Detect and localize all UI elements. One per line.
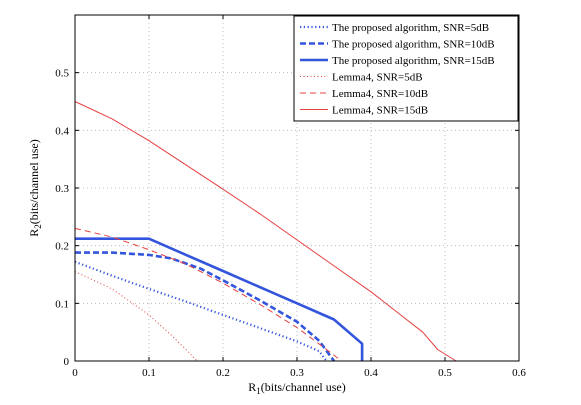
legend-label-2: The proposed algorithm, SNR=10dB (332, 39, 495, 51)
y-tick-label: 0.3 (55, 183, 69, 195)
legend-label-1: The proposed algorithm, SNR=5dB (332, 22, 489, 34)
x-tick-label: 0.4 (364, 367, 378, 379)
y-tick-label: 0.2 (55, 241, 69, 253)
series-line-2 (75, 251, 336, 362)
ticks: 0 0.1 0.2 0.3 0.4 0.5 0.6 0 0.1 0.2 0.3 0.4 0.5 (55, 15, 526, 379)
y-tick-label: 0.1 (55, 298, 69, 310)
legend-label-6: Lemma4, SNR=15dB (332, 105, 428, 117)
x-tick-label: 0.5 (438, 367, 452, 379)
series-line-6 (74, 101, 457, 362)
x-axis-label-subscript: 1 (256, 386, 261, 396)
y-tick-label: 0.5 (55, 68, 69, 80)
y-tick-label: 0 (64, 356, 70, 368)
legend-box (293, 15, 519, 122)
x-axis-label: R1(bits/channel use) (248, 380, 346, 396)
series-line-3 (75, 237, 364, 361)
x-tick-label: 0.3 (290, 367, 304, 379)
legend-label-4: Lemma4, SNR=5dB (332, 72, 423, 84)
x-tick-label: 0.1 (142, 367, 156, 379)
x-axis-label-main: R (248, 380, 256, 394)
y-axis-label-unit: (bits/channel use) (27, 139, 41, 224)
x-axis-label-unit: (bits/channel use) (261, 380, 346, 394)
series-line-5 (74, 227, 342, 362)
legend: The proposed algorithm, SNR=5dB The propo… (293, 15, 519, 122)
legend-label-3: The proposed algorithm, SNR=15dB (332, 55, 495, 67)
series-layer (74, 101, 457, 362)
y-tick-label: 0.4 (55, 125, 69, 137)
y-axis-label-subscript: 2 (33, 224, 43, 229)
y-axis-label: R2(bits/channel use) (27, 139, 43, 237)
x-tick-label: 0 (72, 367, 78, 379)
legend-label-5: Lemma4, SNR=10dB (332, 88, 428, 100)
y-axis-label-main: R (27, 229, 41, 237)
x-tick-label: 0.6 (512, 367, 526, 379)
x-tick-label: 0.2 (216, 367, 230, 379)
